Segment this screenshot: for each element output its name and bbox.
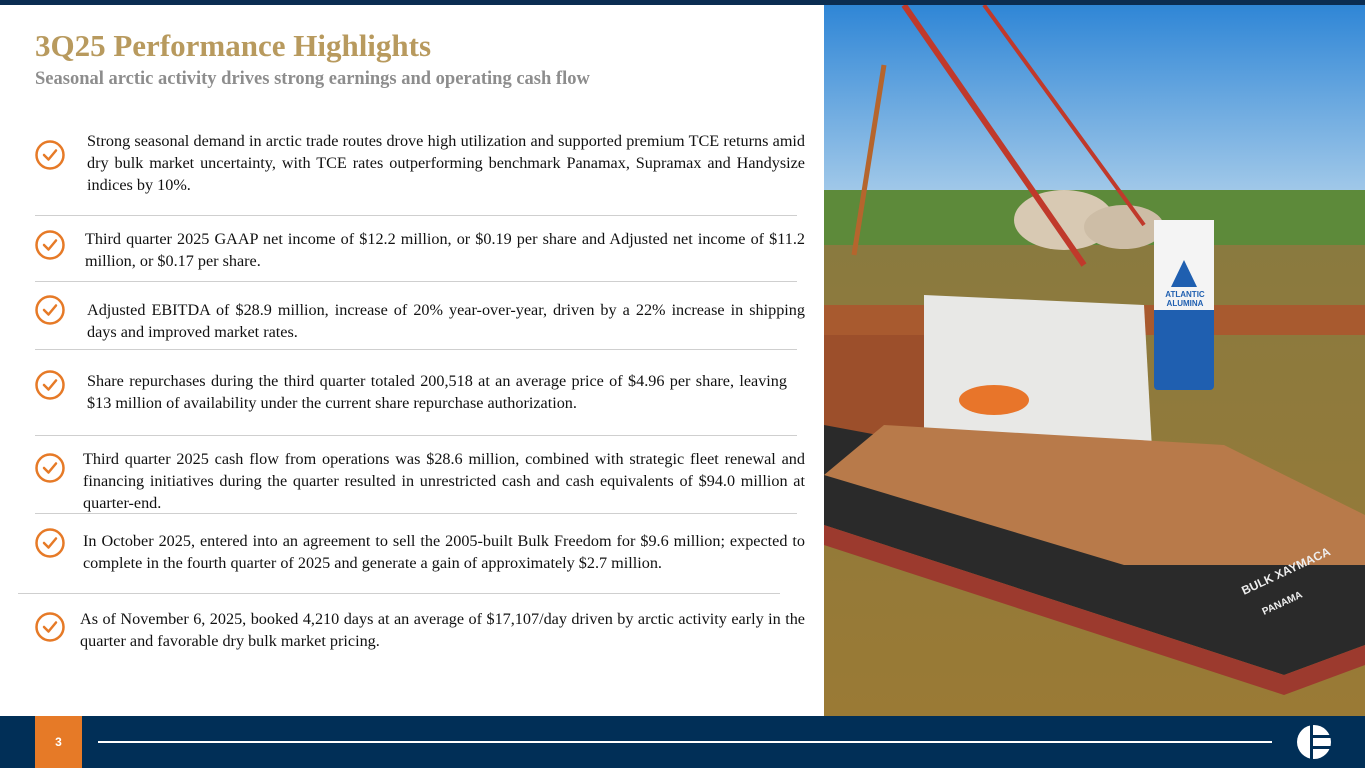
check-circle-icon: [35, 230, 65, 260]
highlight-text: Third quarter 2025 cash flow from operat…: [83, 450, 805, 512]
bullet-divider: [35, 435, 797, 436]
check-circle-icon: [35, 453, 65, 483]
footer-bar: 3: [0, 716, 1365, 768]
highlight-text: Share repurchases during the third quart…: [87, 372, 787, 412]
highlight-text: In October 2025, entered into an agreeme…: [83, 532, 805, 572]
check-circle-icon: [35, 528, 65, 558]
bullet-divider: [35, 215, 797, 216]
check-circle-icon: [35, 140, 65, 170]
highlight-text: Strong seasonal demand in arctic trade r…: [87, 132, 805, 194]
funnel-logo-text: ATLANTIC ALUMINA: [1165, 290, 1205, 308]
check-circle-icon: [35, 295, 65, 325]
bullet-divider: [35, 281, 797, 282]
footer-divider: [98, 741, 1272, 743]
highlight-text: As of November 6, 2025, booked 4,210 day…: [80, 610, 805, 650]
page-title: 3Q25 Performance Highlights: [35, 28, 432, 63]
bullet-divider: [35, 349, 797, 350]
check-circle-icon: [35, 612, 65, 642]
bullet-divider: [18, 593, 780, 594]
ship-photo: BULK XAYMACA PANAMA ATLANTIC ALUMINA: [824, 5, 1365, 716]
company-logo-icon: [1297, 725, 1331, 759]
top-bar: [0, 0, 1365, 5]
check-circle-icon: [35, 370, 65, 400]
bullet-divider: [35, 513, 797, 514]
page-subtitle: Seasonal arctic activity drives strong e…: [35, 69, 590, 89]
page-number: 3: [35, 716, 82, 768]
highlight-text: Third quarter 2025 GAAP net income of $1…: [85, 230, 805, 270]
highlight-text: Adjusted EBITDA of $28.9 million, increa…: [87, 301, 805, 341]
